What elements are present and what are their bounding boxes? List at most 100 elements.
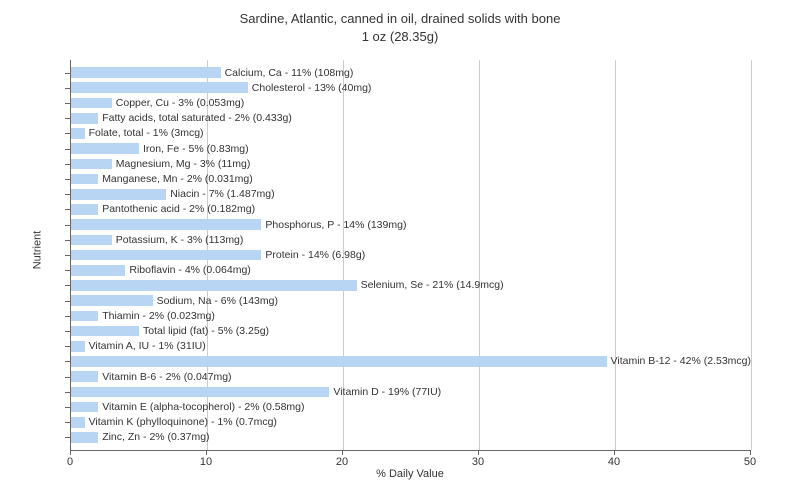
- bar-row: Cholesterol - 13% (40mg): [71, 80, 751, 95]
- x-tick-label: 50: [744, 456, 756, 468]
- bar-label: Pantothenic acid - 2% (0.182mg): [102, 203, 255, 215]
- bar-row: Phosphorus, P - 14% (139mg): [71, 217, 751, 232]
- y-tick: [65, 331, 70, 332]
- bar-label: Vitamin D - 19% (77IU): [333, 386, 441, 398]
- bar: [71, 402, 98, 413]
- bar: [71, 67, 221, 78]
- title-line-2: 1 oz (28.35g): [362, 29, 439, 44]
- y-tick: [65, 240, 70, 241]
- bar-label: Riboflavin - 4% (0.064mg): [129, 264, 250, 276]
- bar-label: Magnesium, Mg - 3% (11mg): [116, 158, 251, 170]
- bar: [71, 432, 98, 443]
- bar: [71, 113, 98, 124]
- bar-label: Folate, total - 1% (3mcg): [89, 127, 204, 139]
- y-tick: [65, 407, 70, 408]
- bar-label: Protein - 14% (6.98g): [265, 249, 365, 261]
- y-tick: [65, 179, 70, 180]
- bar-row: Sodium, Na - 6% (143mg): [71, 293, 751, 308]
- bar-label: Vitamin K (phylloquinone) - 1% (0.7mcg): [89, 416, 277, 428]
- bar-row: Magnesium, Mg - 3% (11mg): [71, 156, 751, 171]
- x-tick-label: 0: [67, 456, 73, 468]
- bar-label: Fatty acids, total saturated - 2% (0.433…: [102, 112, 292, 124]
- nutrient-chart: Sardine, Atlantic, canned in oil, draine…: [0, 0, 800, 500]
- bar: [71, 417, 85, 428]
- bar-label: Iron, Fe - 5% (0.83mg): [143, 143, 249, 155]
- bar-row: Copper, Cu - 3% (0.053mg): [71, 95, 751, 110]
- bar-row: Vitamin D - 19% (77IU): [71, 384, 751, 399]
- y-tick: [65, 285, 70, 286]
- y-tick: [65, 437, 70, 438]
- bar-row: Vitamin A, IU - 1% (31IU): [71, 339, 751, 354]
- x-tick: [478, 450, 479, 455]
- bar-row: Vitamin B-12 - 42% (2.53mcg): [71, 354, 751, 369]
- bar: [71, 98, 112, 109]
- x-tick: [206, 450, 207, 455]
- bar-label: Copper, Cu - 3% (0.053mg): [116, 97, 244, 109]
- y-tick: [65, 103, 70, 104]
- bar-row: Total lipid (fat) - 5% (3.25g): [71, 323, 751, 338]
- bars-container: Calcium, Ca - 11% (108mg) Cholesterol - 1…: [71, 65, 751, 445]
- bar-row: Zinc, Zn - 2% (0.37mg): [71, 430, 751, 445]
- bar-row: Calcium, Ca - 11% (108mg): [71, 65, 751, 80]
- bar: [71, 341, 85, 352]
- bar: [71, 159, 112, 170]
- bar-label: Vitamin B-6 - 2% (0.047mg): [102, 371, 231, 383]
- bar: [71, 265, 125, 276]
- bar-label: Potassium, K - 3% (113mg): [116, 234, 244, 246]
- x-tick: [70, 450, 71, 455]
- bar-row: Selenium, Se - 21% (14.9mcg): [71, 278, 751, 293]
- bar: [71, 174, 98, 185]
- bar-label: Niacin - 7% (1.487mg): [170, 188, 274, 200]
- bar-label: Phosphorus, P - 14% (139mg): [265, 219, 406, 231]
- y-tick: [65, 346, 70, 347]
- bar-label: Cholesterol - 13% (40mg): [252, 82, 372, 94]
- x-tick: [614, 450, 615, 455]
- bar: [71, 128, 85, 139]
- bar-label: Total lipid (fat) - 5% (3.25g): [143, 325, 269, 337]
- y-tick: [65, 316, 70, 317]
- y-tick: [65, 88, 70, 89]
- bar-row: Niacin - 7% (1.487mg): [71, 187, 751, 202]
- bar: [71, 235, 112, 246]
- y-tick: [65, 164, 70, 165]
- bar: [71, 219, 261, 230]
- bar-row: Iron, Fe - 5% (0.83mg): [71, 141, 751, 156]
- bar-row: Vitamin E (alpha-tocopherol) - 2% (0.58m…: [71, 399, 751, 414]
- bar: [71, 82, 248, 93]
- y-tick: [65, 361, 70, 362]
- bar-label: Manganese, Mn - 2% (0.031mg): [102, 173, 253, 185]
- bar-label: Vitamin E (alpha-tocopherol) - 2% (0.58m…: [102, 401, 304, 413]
- y-tick: [65, 194, 70, 195]
- plot-area: Calcium, Ca - 11% (108mg) Cholesterol - 1…: [70, 60, 751, 451]
- bar: [71, 311, 98, 322]
- x-tick-label: 30: [472, 456, 484, 468]
- y-tick: [65, 133, 70, 134]
- bar-row: Manganese, Mn - 2% (0.031mg): [71, 171, 751, 186]
- bar: [71, 204, 98, 215]
- chart-title: Sardine, Atlantic, canned in oil, draine…: [0, 0, 800, 46]
- bar: [71, 280, 357, 291]
- y-axis-label: Nutrient: [31, 231, 43, 270]
- y-tick: [65, 149, 70, 150]
- bar-row: Folate, total - 1% (3mcg): [71, 126, 751, 141]
- y-tick: [65, 301, 70, 302]
- bar: [71, 356, 607, 367]
- gridline: [751, 60, 752, 450]
- title-line-1: Sardine, Atlantic, canned in oil, draine…: [240, 11, 561, 26]
- y-tick: [65, 270, 70, 271]
- y-tick: [65, 255, 70, 256]
- bar: [71, 387, 329, 398]
- bar-label: Thiamin - 2% (0.023mg): [102, 310, 215, 322]
- y-tick: [65, 392, 70, 393]
- bar-row: Vitamin B-6 - 2% (0.047mg): [71, 369, 751, 384]
- bar-row: Pantothenic acid - 2% (0.182mg): [71, 202, 751, 217]
- y-tick: [65, 377, 70, 378]
- y-tick: [65, 225, 70, 226]
- bar: [71, 295, 153, 306]
- bar-row: Protein - 14% (6.98g): [71, 247, 751, 262]
- y-tick: [65, 73, 70, 74]
- bar-label: Calcium, Ca - 11% (108mg): [225, 67, 354, 79]
- x-tick-label: 40: [608, 456, 620, 468]
- bar-row: Riboflavin - 4% (0.064mg): [71, 263, 751, 278]
- x-tick: [342, 450, 343, 455]
